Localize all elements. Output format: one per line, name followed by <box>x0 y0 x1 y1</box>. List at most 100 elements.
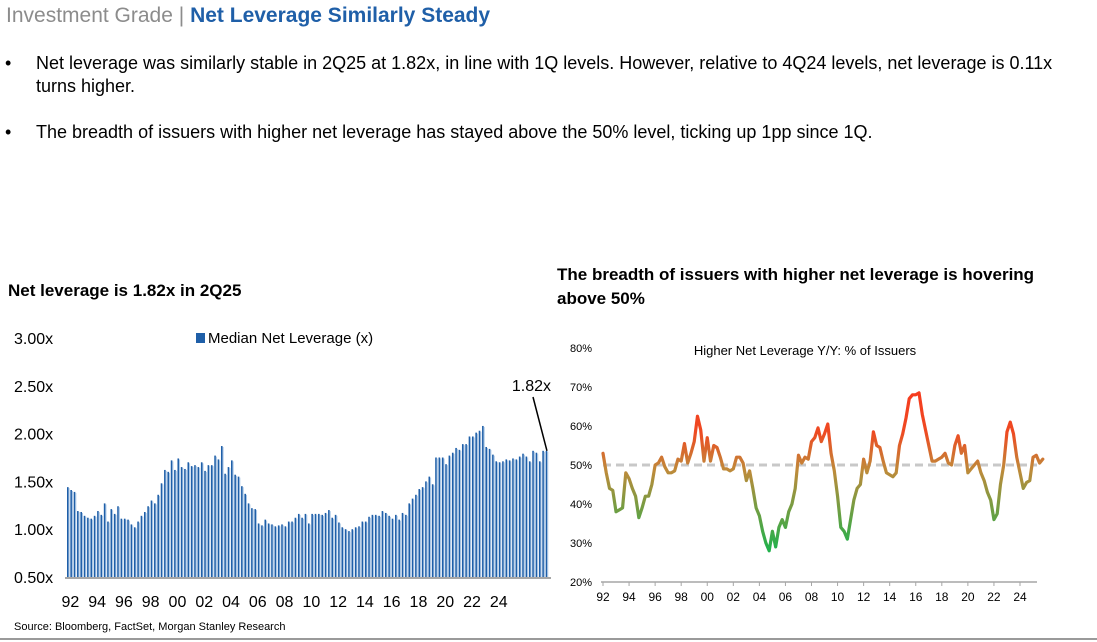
x-tick-label: 92 <box>596 590 610 604</box>
bar <box>274 526 277 577</box>
bar-highlight <box>339 523 341 577</box>
bar-highlight <box>359 527 361 577</box>
x-tick-label: 06 <box>249 594 267 611</box>
bar <box>294 517 297 577</box>
bullet-text: Net leverage was similarly stable in 2Q2… <box>36 53 1053 96</box>
bar <box>522 453 524 577</box>
bar-highlight <box>212 466 214 577</box>
bar-highlight <box>115 514 117 577</box>
bar <box>431 484 434 577</box>
bar-highlight <box>95 516 97 577</box>
bar-highlight <box>497 462 499 577</box>
bar <box>147 506 149 577</box>
bar <box>160 483 163 577</box>
x-tick-label: 96 <box>648 590 662 604</box>
bar-highlight <box>179 459 181 577</box>
bar-highlight <box>272 525 274 577</box>
bar <box>451 452 454 577</box>
bar-highlight <box>353 530 355 577</box>
bar-highlight <box>356 528 358 577</box>
bar-highlight <box>312 514 314 577</box>
bar-highlight <box>292 522 294 577</box>
bar-highlight <box>413 499 415 577</box>
bar <box>381 511 384 577</box>
bar <box>465 444 467 577</box>
bar-highlight <box>269 524 271 577</box>
bar <box>515 459 518 577</box>
bar <box>411 498 414 577</box>
x-tick-label: 12 <box>857 590 871 604</box>
bar-highlight <box>132 525 134 577</box>
x-tick-label: 24 <box>1013 590 1027 604</box>
bar <box>130 524 133 577</box>
bar-highlight <box>125 519 127 577</box>
title-separator: | <box>178 4 185 27</box>
bar <box>83 515 86 577</box>
bar <box>428 476 431 577</box>
bar <box>502 461 504 577</box>
bar-highlight <box>537 453 539 577</box>
bar <box>324 512 327 577</box>
bar <box>87 517 89 577</box>
y-tick-label: 1.50x <box>14 474 53 491</box>
bar <box>538 461 541 577</box>
bar <box>164 469 166 577</box>
bar-highlight <box>430 477 432 577</box>
y-tick-label: 60% <box>570 421 592 433</box>
bar-highlight <box>98 512 100 577</box>
bar <box>301 517 303 577</box>
bottom-divider <box>0 638 1097 640</box>
x-tick-label: 02 <box>195 594 213 611</box>
bar-highlight <box>393 519 395 577</box>
bar-highlight <box>527 457 529 577</box>
bar <box>374 514 377 577</box>
bar <box>318 513 320 577</box>
bar <box>391 518 394 577</box>
bar-highlight <box>470 437 472 577</box>
bar <box>241 486 243 577</box>
bar <box>455 447 457 577</box>
bullet-dot-icon: • <box>5 53 12 73</box>
bar <box>334 514 337 577</box>
bar-highlight <box>242 487 244 577</box>
bar-highlight <box>78 512 80 577</box>
title-prefix: Investment Grade <box>6 4 173 27</box>
bar-highlight <box>235 475 237 577</box>
bar <box>405 514 407 577</box>
bar-highlight <box>239 477 241 577</box>
bar <box>505 459 508 577</box>
x-tick-label: 96 <box>115 594 133 611</box>
bar-highlight <box>158 495 160 577</box>
bar <box>277 525 280 577</box>
bar-highlight <box>225 474 227 577</box>
bar <box>154 503 156 577</box>
x-tick-label: 04 <box>753 590 767 604</box>
y-tick-label: 30% <box>570 538 592 550</box>
bar <box>398 519 400 577</box>
left-chart-title: Net leverage is 1.82x in 2Q25 <box>8 281 242 300</box>
bar-highlight <box>282 525 284 577</box>
bar <box>117 506 119 577</box>
bar <box>421 487 424 577</box>
x-tick-label: 12 <box>329 594 347 611</box>
bar <box>210 465 213 577</box>
bar-highlight <box>450 456 452 577</box>
page-title: Investment Grade | Net Leverage Similarl… <box>6 4 490 28</box>
x-tick-label: 02 <box>727 590 741 604</box>
bar <box>197 467 200 577</box>
bar-highlight <box>487 447 488 577</box>
x-tick-label: 92 <box>61 594 79 611</box>
y-tick-label: 2.50x <box>14 379 53 396</box>
bar-highlight <box>416 495 418 577</box>
bar <box>234 474 236 577</box>
bar <box>535 452 538 577</box>
bar <box>284 526 287 577</box>
bar <box>304 513 307 577</box>
bar-highlight <box>192 467 194 577</box>
bar <box>143 511 146 577</box>
bar <box>247 503 250 577</box>
bar <box>488 448 491 577</box>
bar-highlight <box>128 520 130 577</box>
bar <box>348 531 350 577</box>
